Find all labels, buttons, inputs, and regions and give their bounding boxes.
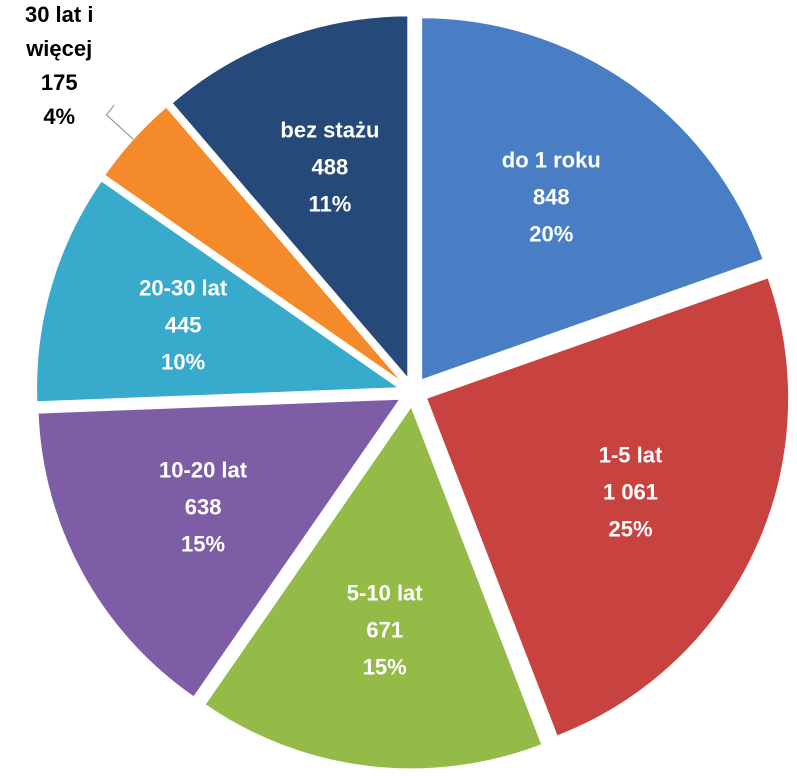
value-label: 638 <box>184 494 222 520</box>
value-label: 445 <box>164 312 202 338</box>
category-label: 5-10 lat <box>346 580 423 606</box>
pie-slice <box>36 180 401 403</box>
category-label: bez stażu <box>280 117 380 143</box>
percent-label: 10% <box>161 349 206 375</box>
data-label: 20-30 lat 445 10% <box>93 269 273 380</box>
value-label: 671 <box>366 617 404 643</box>
category-label: 1-5 lat <box>598 442 663 468</box>
category-label: 20-30 lat <box>139 275 228 301</box>
value-label: 175 <box>40 69 78 95</box>
data-label: 5-10 lat 671 15% <box>295 574 475 685</box>
pie-slice <box>37 398 401 698</box>
data-label: bez stażu 488 11% <box>240 112 420 223</box>
category-label: 10-20 lat <box>159 457 248 483</box>
data-label: 10-20 lat 638 15% <box>113 452 293 563</box>
pie-slice <box>421 17 764 381</box>
percent-label: 15% <box>362 654 407 680</box>
value-label: 1 061 <box>602 479 659 505</box>
category-label: 30 lat i więcej <box>24 1 94 61</box>
percent-label: 4% <box>43 103 76 129</box>
percent-label: 25% <box>608 516 653 542</box>
value-label: 488 <box>311 154 349 180</box>
data-label: do 1 roku 848 20% <box>461 141 641 252</box>
pie-slice <box>171 15 409 380</box>
pie-slice <box>204 405 543 770</box>
pie-slice <box>104 106 403 383</box>
percent-label: 15% <box>181 531 226 557</box>
category-label: do 1 roku <box>501 147 601 173</box>
data-label: 30 lat i więcej 175 4% <box>11 0 107 134</box>
percent-label: 20% <box>529 221 574 247</box>
leader-line <box>105 104 134 140</box>
data-label: 1-5 lat 1 061 25% <box>541 437 721 548</box>
pie-slice <box>425 277 790 737</box>
percent-label: 11% <box>308 191 352 217</box>
value-label: 848 <box>532 184 570 210</box>
